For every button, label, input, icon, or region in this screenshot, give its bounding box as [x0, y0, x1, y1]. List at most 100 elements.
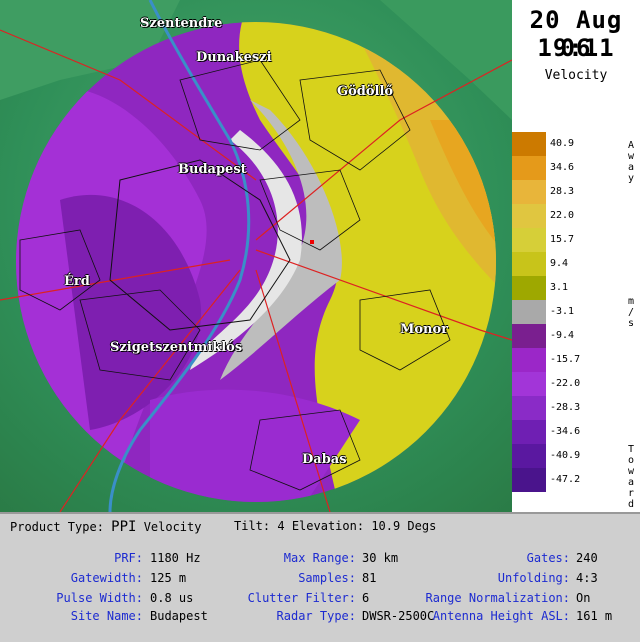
budapest-boundary — [109, 159, 291, 331]
product-type-value: PPI — [111, 519, 137, 535]
radar-type-value: DWSR-2500C — [362, 609, 435, 623]
scale-row: -28.3 — [512, 396, 640, 420]
scale-swatch — [512, 324, 546, 348]
samples-value: 81 — [362, 571, 377, 585]
scale-tick-label: -34.6 — [550, 426, 581, 437]
scale-row: 40.9 — [512, 132, 640, 156]
scale-swatch — [512, 468, 546, 492]
clutter-filter-value: 6 — [362, 591, 370, 605]
scale-swatch — [512, 252, 546, 276]
scale-tick-label: 3.1 — [550, 282, 569, 293]
unfolding-label: Unfolding: — [497, 571, 570, 585]
radar-ppi-display: Szentendre Dunakeszi Gödöllő Budapest Ér… — [0, 0, 512, 512]
scale-row: -40.9 — [512, 444, 640, 468]
side-panel: 20 Aug 06 19:11 Velocity 40.9 34.6 28.3 22.… — [512, 0, 640, 521]
scale-row: 22.0 — [512, 204, 640, 228]
scale-swatch — [512, 420, 546, 444]
city-label-budapest: Budapest — [178, 162, 247, 177]
scale-tick-label: -9.4 — [550, 330, 575, 341]
scale-swatch — [512, 228, 546, 252]
scale-row: 3.1 — [512, 276, 640, 300]
city-label-szentendre: Szentendre — [140, 16, 223, 31]
scale-swatch — [512, 204, 546, 228]
radar-type-label: Radar Type: — [276, 609, 356, 623]
scale-tick-label: -22.0 — [550, 378, 581, 389]
scale-tick-label: 22.0 — [550, 210, 575, 221]
radar-map-svg — [0, 0, 512, 512]
range-normalization-value: On — [576, 591, 591, 605]
product-type-row: Product Type: PPI Velocity — [10, 519, 201, 535]
scale-swatch — [512, 300, 546, 324]
scale-row: -15.7 — [512, 348, 640, 372]
range-normalization-label: Range Normalization: — [425, 591, 571, 605]
scale-tick-label: 34.6 — [550, 162, 575, 173]
scale-tick-label: -40.9 — [550, 450, 581, 461]
scale-tick-label: -47.2 — [550, 474, 581, 485]
product-label: Velocity — [544, 68, 608, 83]
scale-tick-label: -28.3 — [550, 402, 581, 413]
scale-swatch — [512, 276, 546, 300]
tilt-value: 4 — [277, 519, 285, 533]
clutter-filter-label: Clutter Filter: — [247, 591, 356, 605]
samples-label: Samples: — [298, 571, 356, 585]
elevation-label: Elevation: — [291, 519, 365, 533]
city-label-szigetszentmiklos: Szigetszentmiklós — [110, 340, 243, 355]
city-label-dunakeszi: Dunakeszi — [196, 50, 272, 65]
antenna-height-label: Antenna Height ASL: — [432, 609, 570, 623]
gates-value: 240 — [576, 551, 598, 565]
scale-tick-label: -3.1 — [550, 306, 575, 317]
danube-river — [108, 0, 251, 512]
scale-tick-label: -15.7 — [550, 354, 581, 365]
scale-row: 34.6 — [512, 156, 640, 180]
product-name: Velocity — [143, 520, 202, 534]
product-type-label: Product Type: — [10, 520, 104, 534]
gates-label: Gates: — [526, 551, 570, 565]
antenna-height-value: 161 m — [576, 609, 613, 623]
scale-swatch — [512, 348, 546, 372]
scale-row: 15.7 — [512, 228, 640, 252]
pulse-width-label: Pulse Width: — [56, 591, 143, 605]
scale-row: -34.6 — [512, 420, 640, 444]
unfolding-value: 4:3 — [576, 571, 598, 585]
tilt-label: Tilt: — [234, 519, 271, 533]
max-range-label: Max Range: — [283, 551, 356, 565]
scale-swatch — [512, 372, 546, 396]
scale-row: -3.1 — [512, 300, 640, 324]
scale-swatch — [512, 180, 546, 204]
date-display: 20 Aug 06 — [529, 6, 623, 62]
city-label-erd: Érd — [64, 274, 90, 289]
city-label-godollo: Gödöllő — [337, 84, 394, 99]
time-display: 19:11 — [537, 34, 615, 62]
scale-row: 9.4 — [512, 252, 640, 276]
scale-row: -22.0 — [512, 372, 640, 396]
scale-swatch — [512, 156, 546, 180]
towards-label: Towards — [627, 444, 635, 521]
scale-swatch — [512, 396, 546, 420]
terrain-hills — [0, 0, 180, 100]
gatewidth-value: 125 m — [150, 571, 187, 585]
scale-tick-label: 28.3 — [550, 186, 575, 197]
scale-tick-label: 15.7 — [550, 234, 575, 245]
scale-row: 28.3 — [512, 180, 640, 204]
radar-info-panel: Product Type: PPI Velocity Tilt: 4 Eleva… — [0, 512, 640, 642]
scale-swatch — [512, 132, 546, 156]
scale-tick-label: 9.4 — [550, 258, 569, 269]
scale-tick-label: 40.9 — [550, 138, 575, 149]
tilt-row: Tilt: 4 Elevation: 10.9 Degs — [234, 519, 436, 533]
scale-swatch — [512, 444, 546, 468]
scale-row: -9.4 — [512, 324, 640, 348]
prf-label: PRF: — [114, 551, 143, 565]
elevation-value: 10.9 Degs — [371, 519, 437, 533]
site-name-value: Budapest — [150, 609, 208, 623]
city-label-dabas: Dabas — [302, 452, 347, 467]
pulse-width-value: 0.8 us — [150, 591, 194, 605]
scale-row: -47.2 — [512, 468, 640, 492]
prf-value: 1180 Hz — [150, 551, 201, 565]
site-name-label: Site Name: — [70, 609, 143, 623]
velocity-color-scale: 40.9 34.6 28.3 22.0 15.7 9.4 3.1 -3.1 -9.4 -15.7 -… — [512, 128, 640, 512]
max-range-value: 30 km — [362, 551, 399, 565]
unit-label: m / s — [627, 296, 635, 329]
city-label-monor: Monor — [400, 322, 449, 337]
gatewidth-label: Gatewidth: — [70, 571, 143, 585]
